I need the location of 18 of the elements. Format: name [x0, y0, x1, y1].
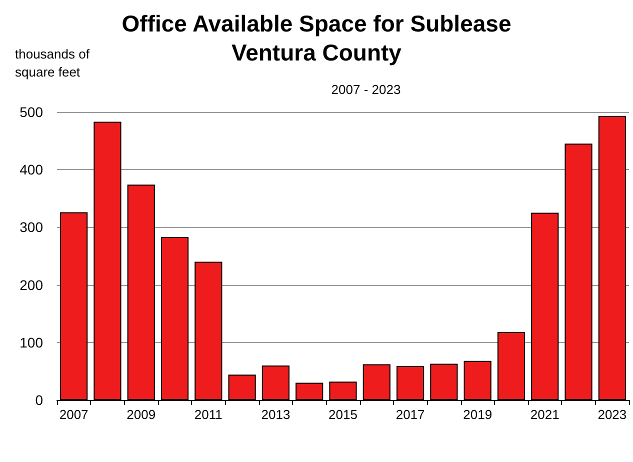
x-tick-label: 2007	[59, 407, 88, 422]
y-tick-label: 200	[20, 276, 44, 293]
y-tick-label: 300	[20, 219, 44, 236]
y-tick-label: 400	[20, 162, 44, 178]
x-tick-label: 2017	[396, 407, 425, 422]
x-tick-label: 2021	[530, 407, 560, 422]
chart-subtitle: 2007 - 2023	[331, 82, 401, 97]
x-tick-label: 2015	[328, 407, 358, 422]
chart-title: Office Available Space for Sublease Ventura County	[122, 10, 512, 66]
y-tick-label: 0	[35, 392, 44, 408]
x-tick-label: 2023	[598, 407, 627, 422]
x-tick-label: 2009	[126, 407, 156, 422]
y-tick-label: 500	[20, 104, 44, 120]
x-tick-label: 2011	[194, 407, 222, 422]
x-tick-label: 2019	[463, 407, 492, 422]
x-tick-label: 2013	[261, 407, 290, 422]
y-tick-label: 100	[20, 334, 44, 350]
y-axis-title: thousands of square feet	[15, 46, 90, 80]
